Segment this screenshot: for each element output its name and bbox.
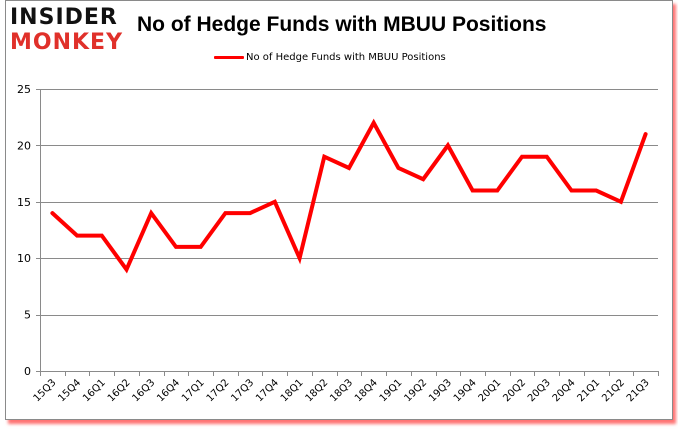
x-tick-label: 21Q3 (625, 377, 652, 404)
x-tick-label: 19Q2 (402, 377, 429, 404)
y-tick-label: 20 (17, 139, 31, 152)
x-tick-label: 17Q2 (205, 377, 232, 404)
axes (40, 89, 659, 376)
chart-frame (5, 0, 673, 420)
x-tick-label: 18Q4 (353, 377, 380, 404)
x-tick-label: 17Q4 (254, 377, 281, 404)
legend-line-icon (214, 56, 244, 59)
x-tick-label: 21Q1 (575, 377, 602, 404)
logo-line-2: MONKEY (10, 30, 124, 55)
x-tick-label: 19Q3 (427, 377, 454, 404)
legend-label: No of Hedge Funds with MBUU Positions (246, 52, 446, 63)
x-tick-label: 17Q1 (180, 377, 207, 404)
x-tick-label: 16Q1 (81, 377, 108, 404)
x-tick-label: 21Q2 (600, 377, 627, 404)
logo-line-1: INSIDER (10, 5, 118, 30)
y-tick-label: 15 (17, 196, 31, 209)
x-tick-label: 20Q4 (551, 377, 578, 404)
chart-legend: No of Hedge Funds with MBUU Positions (214, 52, 446, 63)
series-line (50, 118, 648, 274)
x-axis-ticks: 15Q315Q416Q116Q216Q316Q417Q117Q217Q317Q4… (32, 377, 652, 404)
y-tick-label: 0 (24, 365, 31, 378)
x-tick-label: 20Q3 (526, 377, 553, 404)
y-tick-label: 5 (24, 309, 31, 322)
x-tick-label: 15Q4 (56, 377, 83, 404)
x-tick-label: 18Q3 (328, 377, 355, 404)
insider-monkey-logo: INSIDER MONKEY (10, 7, 126, 55)
gridlines (36, 89, 658, 372)
x-tick-label: 19Q1 (378, 377, 405, 404)
x-tick-label: 17Q3 (229, 377, 256, 404)
x-tick-label: 15Q3 (32, 377, 59, 404)
x-tick-label: 20Q1 (477, 377, 504, 404)
x-tick-label: 16Q3 (131, 377, 158, 404)
y-axis-ticks: 0 5 10 15 20 25 (17, 83, 31, 378)
x-tick-label: 16Q2 (106, 377, 133, 404)
x-tick-label: 16Q4 (155, 377, 182, 404)
y-tick-label: 25 (17, 83, 31, 96)
x-tick-label: 18Q1 (279, 377, 306, 404)
y-tick-label: 10 (17, 252, 31, 265)
x-tick-label: 20Q2 (501, 377, 528, 404)
x-tick-label: 18Q2 (304, 377, 331, 404)
chart-title: No of Hedge Funds with MBUU Positions (137, 13, 547, 36)
x-tick-label: 19Q4 (452, 377, 479, 404)
